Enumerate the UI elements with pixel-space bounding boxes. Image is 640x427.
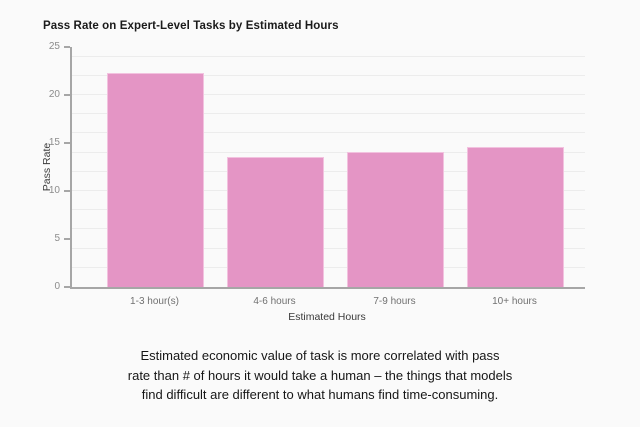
- bar-7-9-hours: [347, 151, 444, 287]
- x-tick-label: 7-9 hours: [373, 296, 416, 307]
- x-tick-label: 4-6 hours: [253, 296, 296, 307]
- gridline: [72, 113, 585, 115]
- chart-title: Pass Rate on Expert-Level Tasks by Estim…: [43, 20, 339, 32]
- y-tick: [64, 238, 70, 240]
- y-axis-title: Pass Rate: [41, 142, 53, 192]
- gridline: [72, 228, 585, 230]
- y-tick-label: 15: [48, 137, 60, 148]
- pass-rate-bar-chart: Pass Rate on Expert-Level Tasks by Estim…: [41, 20, 585, 323]
- y-tick-label: 25: [48, 41, 60, 52]
- gridline: [72, 94, 585, 95]
- bar-4-6-hours: [227, 157, 324, 287]
- x-axis-title: Estimated Hours: [288, 311, 366, 323]
- gridline: [72, 247, 585, 249]
- gridline: [72, 209, 585, 211]
- y-tick: [64, 142, 70, 144]
- bar-1-3-hour-s-: [107, 72, 204, 287]
- gridline: [72, 74, 585, 76]
- gridline: [72, 132, 585, 134]
- y-tick-label: 10: [48, 185, 60, 196]
- y-tick: [64, 94, 70, 96]
- bar-10-hours: [467, 146, 564, 287]
- y-tick-label: 20: [48, 89, 60, 100]
- x-tick-label: 10+ hours: [492, 296, 537, 307]
- gridline: [72, 266, 585, 268]
- gridline: [72, 151, 585, 153]
- y-tick: [64, 190, 70, 192]
- plot-area: 1-3 hour(s) 4-6 hours 7-9 hours 10+ hours 0 5…: [49, 41, 585, 307]
- gridline: [72, 55, 585, 57]
- y-tick-label: 0: [54, 281, 60, 292]
- x-tick-label: 1-3 hour(s): [130, 296, 179, 307]
- y-tick: [64, 286, 70, 288]
- gridline: [72, 190, 585, 191]
- figure-caption: Estimated economic value of task is more…: [127, 348, 513, 402]
- y-tick: [64, 46, 70, 48]
- y-tick-label: 5: [54, 233, 60, 244]
- gridline: [72, 170, 585, 172]
